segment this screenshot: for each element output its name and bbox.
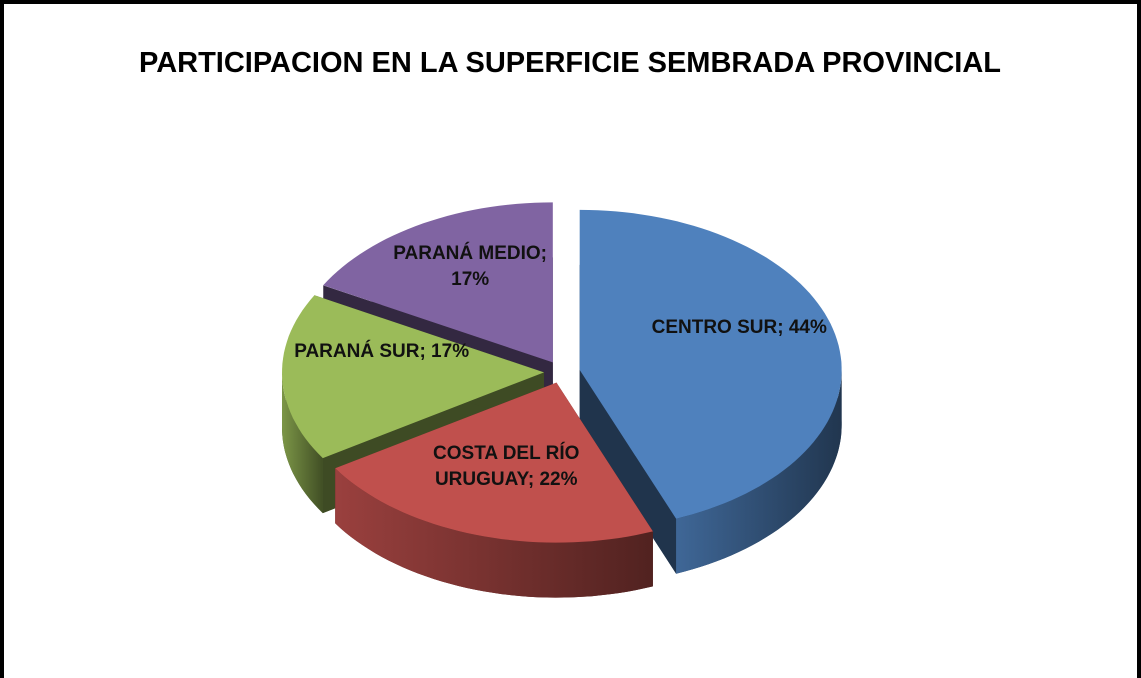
data-label: CENTRO SUR; 44% xyxy=(651,317,827,339)
chart-title: PARTICIPACION EN LA SUPERFICIE SEMBRADA … xyxy=(139,47,1001,79)
pie-slice xyxy=(579,209,842,519)
label-box: CENTRO SUR; 44% xyxy=(651,317,827,339)
label-box: COSTA DEL RÍO URUGUAY; 22% xyxy=(433,442,580,490)
data-label: COSTA DEL RÍO URUGUAY; 22% xyxy=(433,442,580,490)
slice-rim xyxy=(282,372,323,514)
pie-slice xyxy=(323,202,553,363)
label-box: PARANÁ MEDIO; 17% xyxy=(393,243,548,290)
data-label: PARANÁ SUR; 17% xyxy=(294,341,470,363)
label-box: PARANÁ SUR; 17% xyxy=(294,341,470,363)
slice-rim xyxy=(335,468,653,598)
slice-rim xyxy=(676,369,842,574)
data-label: PARANÁ MEDIO; 17% xyxy=(393,243,548,290)
pie-slice xyxy=(282,295,545,459)
pie-slice xyxy=(335,382,653,543)
slice-wall xyxy=(579,369,677,574)
